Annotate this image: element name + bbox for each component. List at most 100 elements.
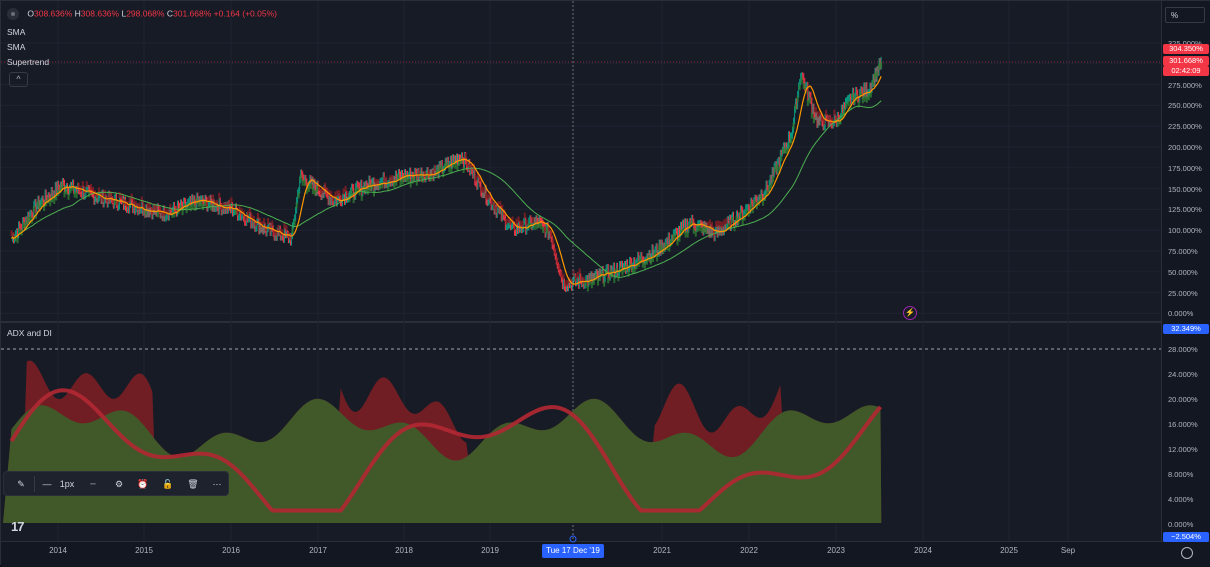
supertrend-mark xyxy=(179,204,182,211)
scale-percent-button[interactable]: % xyxy=(1165,7,1205,23)
supertrend-mark xyxy=(220,203,223,210)
pane-divider[interactable] xyxy=(1,321,1210,323)
supertrend-mark xyxy=(533,223,536,230)
trash-icon[interactable]: 🗑 xyxy=(187,479,199,489)
supertrend-mark xyxy=(322,186,325,193)
supertrend-mark xyxy=(678,235,681,242)
line-width-icon[interactable]: — xyxy=(42,479,52,489)
lightning-icon[interactable]: ⚡ xyxy=(903,306,917,320)
supertrend-mark xyxy=(199,200,202,207)
price-axis[interactable] xyxy=(1161,1,1210,541)
supertrend-mark xyxy=(389,175,392,182)
supertrend-mark xyxy=(208,195,211,202)
supertrend-mark xyxy=(776,164,779,171)
line-style-icon[interactable]: ┄ xyxy=(90,479,96,489)
price-axis-label: 175.000% xyxy=(1168,163,1202,173)
alert-add-icon[interactable]: ⏰ xyxy=(137,479,149,489)
supertrend-mark xyxy=(405,176,408,183)
adx-axis-label: 28.000% xyxy=(1168,345,1198,354)
adx-line xyxy=(9,388,882,513)
supertrend-mark xyxy=(438,166,441,173)
supertrend-mark xyxy=(130,193,133,200)
pen-icon[interactable]: ✎ xyxy=(17,479,25,489)
supertrend-mark xyxy=(364,185,367,192)
supertrend-mark xyxy=(466,160,469,167)
adx-axis-label: 4.000% xyxy=(1168,495,1194,504)
supertrend-mark xyxy=(792,122,795,129)
supertrend-mark xyxy=(238,205,241,212)
supertrend-mark xyxy=(837,120,840,127)
supertrend-mark xyxy=(662,247,665,254)
supertrend-mark xyxy=(578,268,581,275)
supertrend-mark xyxy=(623,266,626,273)
supertrend-mark xyxy=(825,109,828,116)
supertrend-mark xyxy=(564,280,567,287)
visibility-icon[interactable] xyxy=(7,8,19,20)
supertrend-mark xyxy=(511,216,514,223)
supertrend-mark xyxy=(425,172,428,179)
supertrend-mark xyxy=(356,187,359,194)
supertrend-mark xyxy=(28,215,31,222)
supertrend-mark xyxy=(395,179,398,186)
supertrend-mark xyxy=(91,186,94,193)
price-pane[interactable] xyxy=(1,1,1161,321)
supertrend-mark xyxy=(413,173,416,180)
supertrend-mark xyxy=(132,197,135,204)
supertrend-mark xyxy=(814,106,817,113)
supertrend-mark xyxy=(588,278,591,285)
supertrend-mark xyxy=(880,62,883,69)
supertrend-mark xyxy=(340,195,343,202)
supertrend-mark xyxy=(187,203,190,210)
supertrend-mark xyxy=(191,203,194,210)
tradingview-logo[interactable]: 17 xyxy=(11,519,25,534)
supertrend-mark xyxy=(487,193,490,200)
indicator-label-supertrend[interactable]: Supertrend xyxy=(7,57,50,67)
supertrend-mark xyxy=(297,192,300,199)
supertrend-mark xyxy=(352,197,355,204)
supertrend-mark xyxy=(523,212,526,219)
supertrend-mark xyxy=(197,201,200,208)
indicator-label-sma-2[interactable]: SMA xyxy=(7,42,26,52)
supertrend-mark xyxy=(460,157,463,164)
supertrend-mark xyxy=(189,205,192,212)
lock-icon[interactable]: 🔓 xyxy=(162,479,174,489)
supertrend-mark xyxy=(153,203,156,210)
supertrend-mark xyxy=(641,261,644,268)
indicator-label-sma-1[interactable]: SMA xyxy=(7,27,26,37)
supertrend-mark xyxy=(812,117,815,124)
supertrend-mark xyxy=(489,191,492,198)
more-icon[interactable]: ⋯ xyxy=(212,479,222,489)
indicator-pane-title[interactable]: ADX and DI xyxy=(7,328,52,338)
gear-icon[interactable] xyxy=(1181,547,1193,559)
supertrend-mark xyxy=(452,161,455,168)
supertrend-mark xyxy=(102,196,105,203)
gear-icon[interactable]: ⚙ xyxy=(114,479,124,489)
supertrend-mark xyxy=(375,178,378,185)
supertrend-mark xyxy=(633,267,636,274)
time-axis-label: 2022 xyxy=(740,546,758,555)
price-axis-label: 275.000% xyxy=(1168,80,1202,90)
supertrend-mark xyxy=(234,208,237,215)
supertrend-mark xyxy=(146,202,149,209)
supertrend-mark xyxy=(786,147,789,154)
supertrend-mark xyxy=(427,170,430,177)
supertrend-mark xyxy=(301,179,304,186)
supertrend-mark xyxy=(98,187,101,194)
supertrend-mark xyxy=(821,114,824,121)
supertrend-mark xyxy=(383,177,386,184)
supertrend-mark xyxy=(201,204,204,211)
supertrend-mark xyxy=(774,166,777,173)
supertrend-mark xyxy=(859,91,862,98)
time-axis[interactable] xyxy=(1,541,1210,567)
supertrend-mark xyxy=(232,203,235,210)
supertrend-mark xyxy=(802,83,805,90)
line-width-label[interactable]: 1px xyxy=(59,479,75,489)
supertrend-mark xyxy=(169,203,172,210)
supertrend-mark xyxy=(373,190,376,197)
supertrend-mark xyxy=(784,147,787,154)
supertrend-mark xyxy=(829,114,832,121)
supertrend-mark xyxy=(833,109,836,116)
collapse-legend-button[interactable]: ^ xyxy=(9,72,28,87)
supertrend-mark xyxy=(218,192,221,199)
supertrend-mark xyxy=(654,251,657,258)
